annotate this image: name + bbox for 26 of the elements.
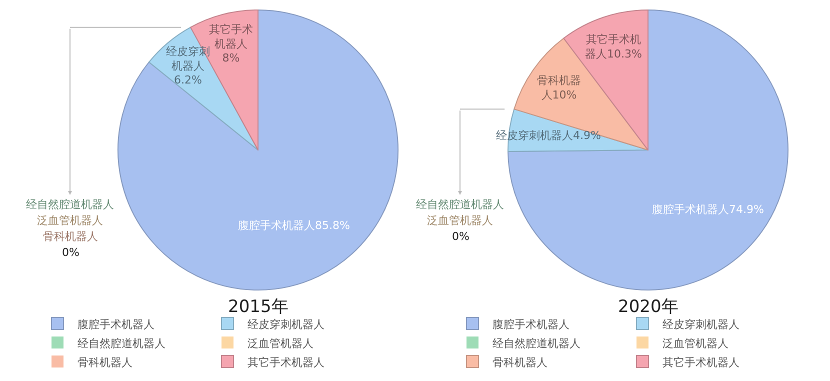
text: 2020年 <box>618 297 678 317</box>
data-label: 腹腔手术机器人85.8% <box>238 219 350 232</box>
legend-label: 腹腔手术机器人 <box>492 318 570 331</box>
legend-label: 泛血管机器人 <box>662 336 728 350</box>
pie-slice <box>118 10 398 290</box>
data-label: 骨科机器人10% <box>537 74 581 102</box>
legend-label: 泛血管机器人 <box>248 336 314 350</box>
data-label: 其它手术机器人8% <box>209 23 253 65</box>
legend-label: 骨科机器人 <box>492 356 548 369</box>
legend-label: 骨科机器人 <box>78 356 132 369</box>
text: 泛血管机器人 <box>37 214 103 227</box>
legend-label: 其它手术机器人 <box>248 356 324 369</box>
legend-label: 其它手术机器人 <box>662 356 740 369</box>
data-label: 其它手术机器人10.3% <box>585 33 642 60</box>
pie-slice <box>508 10 788 290</box>
text: 经自然腔道机器人 <box>26 198 114 211</box>
legend-label: 经皮穿刺机器人 <box>662 318 740 331</box>
legend-label: 经自然腔道机器人 <box>492 336 580 350</box>
text: 2015年 <box>228 297 288 317</box>
legend-label: 经皮穿刺机器人 <box>248 318 324 331</box>
legend-label: 腹腔手术机器人 <box>78 318 154 331</box>
legend-label: 经自然腔道机器人 <box>78 336 166 350</box>
text: 泛血管机器人 0% <box>427 214 493 243</box>
data-label: 腹腔手术机器人74.9% <box>652 203 764 216</box>
text: 经自然腔道机器人 <box>416 198 504 211</box>
text: 骨科机器人 0% <box>43 230 98 259</box>
